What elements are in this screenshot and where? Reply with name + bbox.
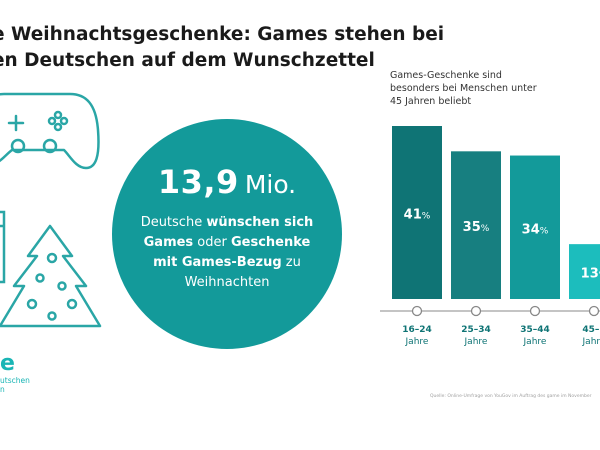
bar-value-label-2: 34% (522, 222, 549, 237)
gift-icons-illustration (0, 92, 102, 328)
category-unit-label-2: Jahre (523, 337, 547, 347)
logo-mark: e (0, 351, 15, 376)
source-note: Quelle: Online-Umfrage von YouGov im Auf… (430, 394, 592, 399)
axis-marker-2 (529, 305, 541, 317)
title-line-1: e Weihnachtsgeschenke: Games stehen bei (0, 24, 445, 45)
title-line-2: en Deutschen auf dem Wunschzettel (0, 50, 375, 71)
category-label-0: 16–24 (402, 325, 432, 335)
stat-highlight-2: Geschenke mit Games-Bezug (153, 235, 311, 270)
chart-subtitle: Games-Geschenke sind besonders bei Mensc… (390, 70, 537, 107)
bar-0 (392, 126, 442, 299)
logo-text-2: n (0, 385, 5, 394)
axis-marker-0 (411, 305, 423, 317)
category-label-2: 35–44 (520, 325, 550, 335)
stat-unit: Mio. (244, 170, 297, 199)
stat-value: 13,9 Mio. (112, 163, 342, 201)
age-bar-chart: 41% 16–24 Jahre 35% 25–34 Jahre 34% 35–44 Jahre 1… (380, 126, 600, 347)
value-suffix-1: % (481, 224, 490, 234)
value-suffix-2: % (540, 226, 549, 236)
stat-number: 13,9 (157, 163, 239, 201)
category-label-3: 45–5 (582, 325, 600, 335)
bar-3 (569, 244, 600, 299)
gamepad-icon (0, 92, 100, 170)
bar-2 (510, 155, 560, 299)
game-logo: e utschen n (0, 351, 30, 395)
bar-value-label-3: 13% (581, 267, 600, 282)
logo-text-1: utschen (0, 376, 30, 385)
chart-title: e Weihnachtsgeschenke: Games stehen bei … (0, 22, 462, 74)
category-unit-label-1: Jahre (464, 337, 488, 347)
category-unit-label-3: Jahre (582, 337, 600, 347)
axis-marker-1 (470, 305, 482, 317)
bar-value-label-1: 35% (463, 220, 490, 235)
value-suffix-0: % (422, 212, 431, 222)
stat-highlight-1: wünschen sich Games (143, 215, 314, 250)
value-suffix-3: % (599, 271, 600, 281)
bar-value-label-0: 41% (404, 208, 431, 223)
stat-circle: 13,9 Mio. Deutsche wünschen sich Games od… (112, 119, 342, 349)
stat-description: Deutsche wünschen sich Games oder Gesche… (140, 215, 314, 290)
category-label-1: 25–34 (461, 325, 491, 335)
axis-marker-3 (588, 305, 600, 317)
bar-1 (451, 151, 501, 299)
gift-box-icon (0, 210, 6, 284)
christmas-tree-icon (0, 224, 102, 328)
category-unit-label-0: Jahre (405, 337, 429, 347)
